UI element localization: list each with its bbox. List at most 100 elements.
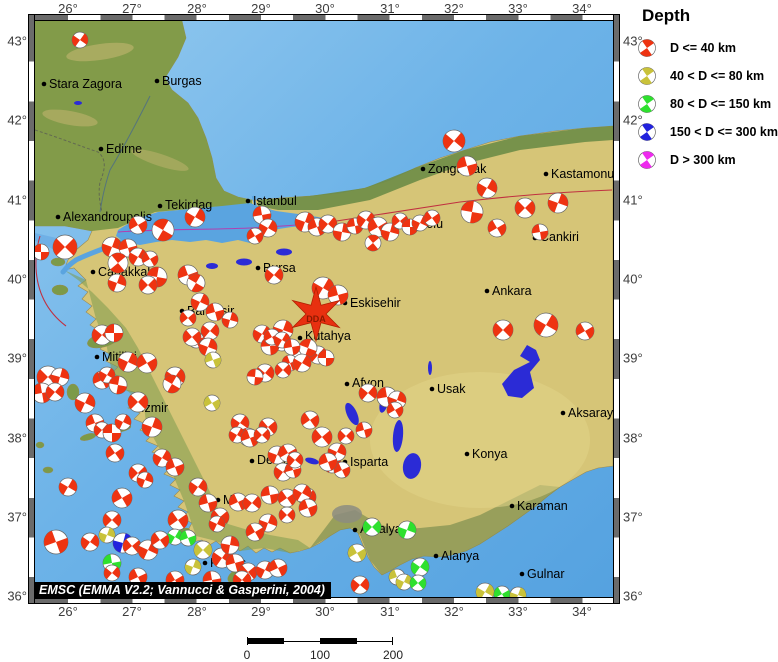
scalebar-label: 100 xyxy=(309,648,331,662)
city-kastamonu: Kastamonu xyxy=(543,167,613,181)
legend-beachball-icon xyxy=(638,67,656,85)
beachball-marker xyxy=(283,338,301,356)
city-label: Eskisehir xyxy=(350,296,401,310)
axis-tick-label: 28° xyxy=(187,604,207,619)
legend-item-3: 150 < D <= 300 km xyxy=(630,118,778,146)
beachball-marker xyxy=(514,197,536,219)
axis-tick-label: 28° xyxy=(187,1,207,16)
beachball-marker xyxy=(358,383,378,403)
beachball-marker xyxy=(258,513,278,533)
city-label: Konya xyxy=(472,447,507,461)
legend-item-label: 40 < D <= 80 km xyxy=(670,69,765,83)
axis-tick-label: 26° xyxy=(58,1,78,16)
beachball-marker xyxy=(278,506,296,524)
beachball-marker xyxy=(198,337,218,357)
beachball-marker xyxy=(45,382,65,402)
axis-tick-label: 27° xyxy=(122,604,142,619)
axis-tick-label: 31° xyxy=(380,604,400,619)
city-eskisehir: Eskisehir xyxy=(342,296,401,310)
beachball-marker xyxy=(101,236,123,258)
beachball-marker xyxy=(246,368,264,386)
beachball-marker xyxy=(80,532,100,552)
beachball-marker xyxy=(318,214,338,234)
city-edirne: Edirne xyxy=(98,142,142,156)
legend-beachball-icon xyxy=(638,151,656,169)
dda-star xyxy=(291,285,341,343)
beachball-marker xyxy=(150,530,170,550)
axis-tick-label: 36° xyxy=(7,588,27,604)
beachball-marker xyxy=(204,351,222,369)
map-frame-right xyxy=(613,14,620,604)
beachball-marker xyxy=(423,209,441,227)
beachball-marker xyxy=(311,426,333,448)
river-maritsa xyxy=(99,95,151,213)
legend-beachball-icon xyxy=(638,39,656,57)
axis-tick-label: 26° xyxy=(58,604,78,619)
beachball-marker xyxy=(298,498,318,518)
beachball-marker xyxy=(332,222,352,242)
city-label: Alexandroupolis xyxy=(63,210,152,224)
beachball-marker xyxy=(98,526,116,544)
city-ankara: Ankara xyxy=(484,284,532,298)
city-aksaray: Aksaray xyxy=(560,406,613,420)
map-canvas: Stara Zagora Burgas Edirne Alexandroupolis T… xyxy=(35,21,613,597)
beachball-marker xyxy=(107,273,127,293)
beachball-marker xyxy=(364,234,382,252)
city-alanya: Alanya xyxy=(433,549,479,563)
legend-item-0: D <= 40 km xyxy=(630,34,778,62)
beachball-marker xyxy=(198,493,218,513)
axis-tick-label: 27° xyxy=(122,1,142,16)
beachball-marker xyxy=(203,394,221,412)
city-burgas: Burgas xyxy=(154,74,202,88)
city-label: Edirne xyxy=(106,142,142,156)
region-thrace xyxy=(35,21,252,231)
beachball-marker xyxy=(397,520,417,540)
beachball-marker xyxy=(242,493,262,513)
beachball-marker xyxy=(138,275,158,295)
city-label: Isparta xyxy=(350,455,388,469)
beachball-marker xyxy=(179,529,197,547)
city-karaman: Karaman xyxy=(509,499,568,513)
beachball-marker xyxy=(136,352,158,374)
beachball-marker xyxy=(533,312,559,338)
beachball-marker xyxy=(102,510,122,530)
beachball-marker xyxy=(107,252,129,274)
city-label: Aksaray xyxy=(568,406,613,420)
beachball-marker xyxy=(111,487,133,509)
beachball-marker xyxy=(333,461,351,479)
beachball-marker xyxy=(205,302,225,322)
axis-tick-label: 34° xyxy=(572,1,592,16)
legend-item-label: D <= 40 km xyxy=(670,41,737,55)
beachball-marker xyxy=(200,321,220,341)
ridge xyxy=(42,109,98,127)
beachball-marker xyxy=(292,483,312,503)
beachball-marker xyxy=(117,351,139,373)
beachball-marker xyxy=(179,309,197,327)
region-aegean-band xyxy=(64,270,310,553)
legend-title: Depth xyxy=(642,6,691,25)
city-tekirdag: Tekirdag xyxy=(157,198,212,212)
beachball-marker xyxy=(395,573,413,591)
beachball-marker xyxy=(104,323,124,343)
beachball-marker xyxy=(246,227,264,245)
axis-tick-label: 38° xyxy=(7,430,27,446)
axis-tick-label: 40° xyxy=(7,271,27,287)
beachball-marker xyxy=(493,585,511,597)
axis-tick-label: 41° xyxy=(623,192,643,208)
axis-tick-label: 43° xyxy=(623,33,643,49)
scalebar-block xyxy=(247,638,284,644)
beachball-marker xyxy=(475,582,495,597)
legend-item-1: 40 < D <= 80 km xyxy=(630,62,778,90)
mountain-gray xyxy=(332,505,362,523)
city-label: Usak xyxy=(437,382,466,396)
beachball-marker xyxy=(74,392,96,414)
axis-tick-label: 39° xyxy=(7,350,27,366)
beachball-marker xyxy=(337,427,355,445)
beachball-marker xyxy=(575,321,595,341)
region-taurus-strip xyxy=(310,485,560,575)
axis-tick-label: 38° xyxy=(623,430,643,446)
beachball-marker xyxy=(208,515,226,533)
country-border xyxy=(35,129,105,213)
scalebar-tick xyxy=(392,637,393,645)
